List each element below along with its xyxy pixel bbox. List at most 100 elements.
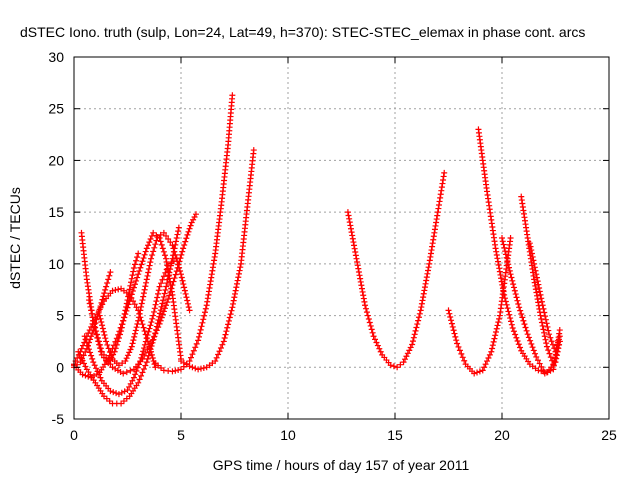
data-point-marker: [143, 359, 150, 366]
data-point-marker: [471, 370, 478, 377]
data-point-marker: [522, 324, 529, 331]
data-point-marker: [445, 307, 452, 314]
data-point-marker: [138, 261, 145, 268]
data-point-marker: [122, 307, 129, 314]
data-point-marker: [528, 250, 535, 257]
data-point-marker: [530, 257, 537, 264]
data-point-marker: [414, 321, 421, 328]
data-point-marker: [231, 290, 238, 297]
data-point-marker: [135, 317, 142, 324]
data-point-marker: [494, 255, 501, 262]
data-point-marker: [146, 349, 153, 356]
data-point-marker: [357, 278, 364, 285]
data-point-marker: [489, 345, 496, 352]
data-point-marker: [413, 324, 420, 331]
series-arc-7: [85, 250, 142, 367]
data-point-marker: [481, 364, 488, 371]
data-point-marker: [131, 261, 138, 268]
data-point-marker: [150, 308, 157, 315]
data-point-marker: [186, 307, 193, 314]
data-point-marker: [155, 316, 162, 323]
data-point-marker: [106, 272, 113, 279]
data-point-marker: [416, 310, 423, 317]
data-point-marker: [476, 368, 483, 375]
data-point-marker: [186, 358, 193, 365]
data-point-marker: [511, 287, 518, 294]
data-point-marker: [495, 319, 502, 326]
data-point-marker: [493, 251, 500, 258]
data-point-marker: [172, 367, 179, 374]
data-point-marker: [228, 307, 235, 314]
data-point-marker: [178, 274, 185, 281]
data-point-marker: [123, 303, 130, 310]
data-point-marker: [250, 147, 257, 154]
data-point-marker: [533, 353, 540, 360]
data-point-marker: [163, 280, 170, 287]
data-point-marker: [417, 307, 424, 314]
data-point-marker: [358, 285, 365, 292]
data-point-marker: [362, 302, 369, 309]
data-point-marker: [387, 362, 394, 369]
data-point-marker: [351, 245, 358, 252]
y-tick-label: 0: [56, 359, 64, 375]
data-point-marker: [175, 224, 182, 231]
data-point-marker: [191, 213, 198, 220]
data-point-marker: [178, 251, 185, 258]
data-point-marker: [496, 268, 503, 275]
data-point-marker: [149, 354, 156, 361]
data-point-marker: [117, 331, 124, 338]
data-point-marker: [497, 271, 504, 278]
data-point-marker: [150, 336, 157, 343]
data-point-marker: [157, 231, 164, 238]
data-point-marker: [139, 351, 146, 358]
data-point-marker: [455, 343, 462, 350]
series-arc-9: [152, 92, 236, 375]
data-point-marker: [441, 169, 448, 176]
data-point-marker: [139, 369, 146, 376]
data-point-marker: [164, 299, 171, 306]
plot-frame: [73, 56, 610, 420]
data-point-marker: [553, 345, 560, 352]
data-point-marker: [119, 321, 126, 328]
data-point-marker: [136, 376, 143, 383]
series-arc-11: [344, 169, 448, 371]
data-point-marker: [406, 347, 413, 354]
data-point-marker: [152, 241, 159, 248]
data-point-marker: [137, 264, 144, 271]
data-point-marker: [142, 283, 149, 290]
data-point-marker: [543, 343, 550, 350]
data-point-marker: [141, 286, 148, 293]
data-point-marker: [539, 322, 546, 329]
data-point-marker: [183, 294, 190, 301]
data-point-marker: [507, 271, 514, 278]
data-point-marker: [550, 361, 557, 368]
data-point-marker: [92, 328, 99, 335]
data-point-marker: [505, 308, 512, 315]
data-point-marker: [499, 238, 506, 245]
data-point-marker: [145, 242, 152, 249]
data-point-marker: [506, 264, 513, 271]
data-point-marker: [369, 329, 376, 336]
data-point-marker: [229, 304, 236, 311]
data-point-marker: [530, 347, 537, 354]
data-point-marker: [128, 343, 135, 350]
data-point-marker: [552, 354, 559, 361]
data-point-marker: [500, 241, 507, 248]
data-point-marker: [79, 371, 86, 378]
data-point-marker: [153, 298, 160, 305]
data-point-marker: [100, 293, 107, 300]
data-point-marker: [145, 328, 152, 335]
data-point-marker: [423, 277, 430, 284]
data-point-marker: [124, 387, 131, 394]
data-point-marker: [163, 232, 170, 239]
data-point-marker: [114, 338, 121, 345]
data-point-marker: [201, 309, 208, 316]
data-point-marker: [148, 255, 155, 262]
data-point-marker: [177, 267, 184, 274]
data-point-marker: [185, 300, 192, 307]
data-point-marker: [128, 279, 135, 286]
data-point-marker: [354, 259, 361, 266]
data-point-marker: [156, 313, 163, 320]
data-point-marker: [498, 275, 505, 282]
data-point-marker: [230, 297, 237, 304]
